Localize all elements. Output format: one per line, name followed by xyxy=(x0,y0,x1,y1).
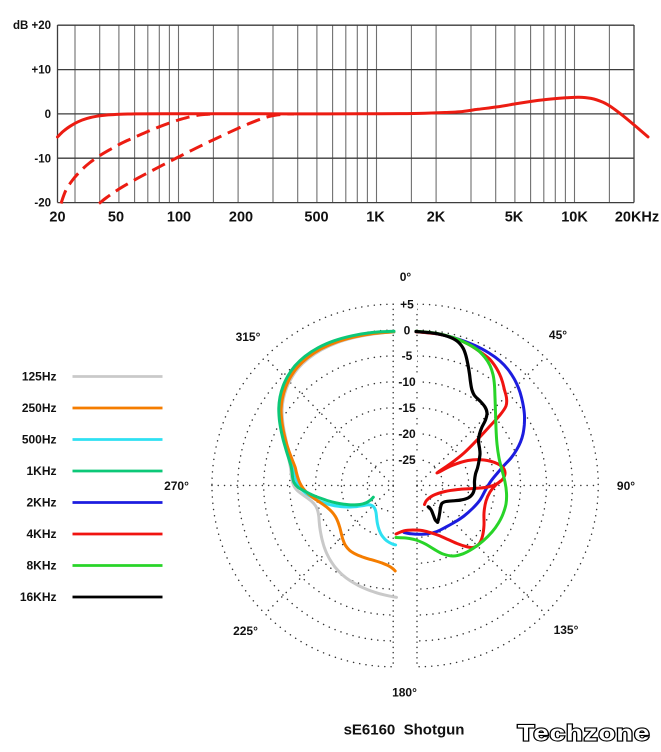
svg-text:4KHz: 4KHz xyxy=(26,527,56,541)
svg-text:-20: -20 xyxy=(34,198,51,210)
svg-text:125Hz: 125Hz xyxy=(22,370,57,384)
svg-text:-25: -25 xyxy=(398,453,416,467)
svg-text:45°: 45° xyxy=(549,328,567,342)
svg-text:0°: 0° xyxy=(400,270,412,284)
svg-text:8KHz: 8KHz xyxy=(26,559,56,573)
svg-text:200: 200 xyxy=(229,210,253,226)
svg-text:-5: -5 xyxy=(402,349,413,363)
svg-text:20KHz: 20KHz xyxy=(615,210,659,226)
svg-text:10K: 10K xyxy=(561,210,588,226)
svg-text:-15: -15 xyxy=(398,401,416,415)
svg-text:5K: 5K xyxy=(505,210,524,226)
svg-text:+5: +5 xyxy=(400,297,414,311)
svg-text:sE6160 Shotgun: sE6160 Shotgun xyxy=(344,722,465,739)
svg-text:225°: 225° xyxy=(233,624,258,638)
svg-text:315°: 315° xyxy=(236,330,261,344)
svg-text:0: 0 xyxy=(404,323,411,337)
svg-text:+10: +10 xyxy=(31,65,51,77)
svg-text:100: 100 xyxy=(167,210,191,226)
svg-text:16KHz: 16KHz xyxy=(20,590,57,604)
svg-text:180°: 180° xyxy=(392,686,417,700)
svg-text:90°: 90° xyxy=(617,479,635,493)
svg-text:2KHz: 2KHz xyxy=(26,496,56,510)
svg-text:1K: 1K xyxy=(366,210,385,226)
svg-text:500Hz: 500Hz xyxy=(22,433,57,447)
svg-text:dB +20: dB +20 xyxy=(13,20,51,32)
svg-text:-10: -10 xyxy=(398,375,416,389)
svg-text:2K: 2K xyxy=(427,210,446,226)
svg-text:-20: -20 xyxy=(398,427,416,441)
svg-text:0: 0 xyxy=(45,109,51,121)
svg-text:270°: 270° xyxy=(164,479,189,493)
svg-text:50: 50 xyxy=(108,210,124,226)
svg-text:Techzone: Techzone xyxy=(518,721,651,746)
svg-text:1KHz: 1KHz xyxy=(26,464,56,478)
svg-text:500: 500 xyxy=(304,210,328,226)
svg-text:-10: -10 xyxy=(34,153,51,165)
svg-text:20: 20 xyxy=(49,210,65,226)
svg-text:135°: 135° xyxy=(554,623,579,637)
svg-text:250Hz: 250Hz xyxy=(22,401,57,415)
